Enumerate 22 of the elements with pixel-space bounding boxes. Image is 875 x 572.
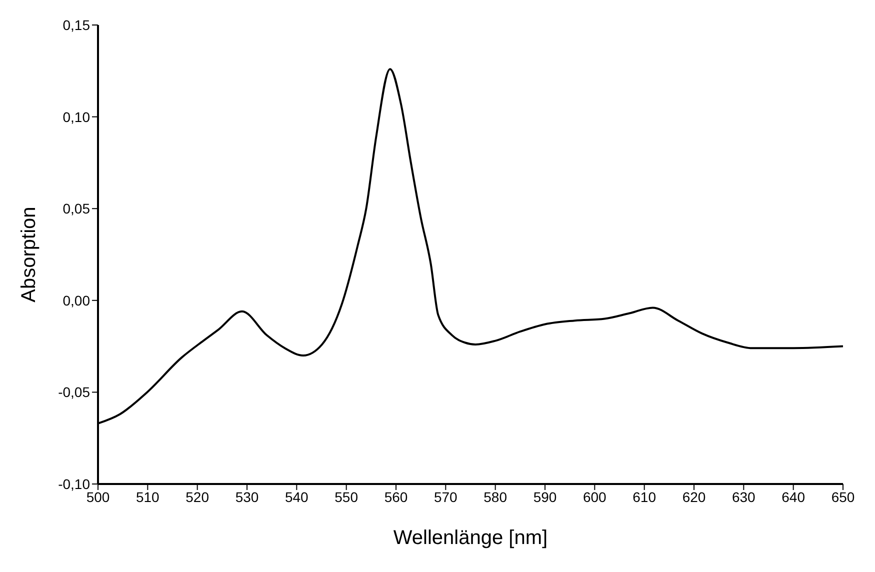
x-tick-label: 650 <box>831 488 855 505</box>
y-tick-label: 0,15 <box>62 16 90 33</box>
x-tick-label: 640 <box>782 488 806 505</box>
y-tick-label: -0,05 <box>58 384 90 400</box>
x-tick-label: 600 <box>582 488 607 505</box>
x-axis-title: Wellenlänge [nm] <box>393 527 548 549</box>
x-tick-label: 530 <box>235 488 259 505</box>
y-axis-title: Absorption <box>18 206 40 302</box>
x-tick-label: 610 <box>632 488 656 505</box>
x-tick-label: 580 <box>484 488 508 505</box>
x-tick-label: 620 <box>682 488 706 505</box>
x-tick-label: 590 <box>533 488 557 505</box>
x-tick-label: 570 <box>434 488 458 505</box>
y-tick-label: 0,10 <box>62 108 90 125</box>
x-tick-label: 540 <box>284 488 309 505</box>
x-tick-label: 630 <box>732 488 756 505</box>
x-tick-label: 560 <box>384 488 408 505</box>
y-tick-label: 0,00 <box>62 292 90 308</box>
y-tick-label: 0,05 <box>62 200 90 217</box>
x-tick-label: 510 <box>136 488 160 505</box>
x-tick-label: 550 <box>334 488 358 505</box>
x-tick-label: 520 <box>186 488 210 505</box>
